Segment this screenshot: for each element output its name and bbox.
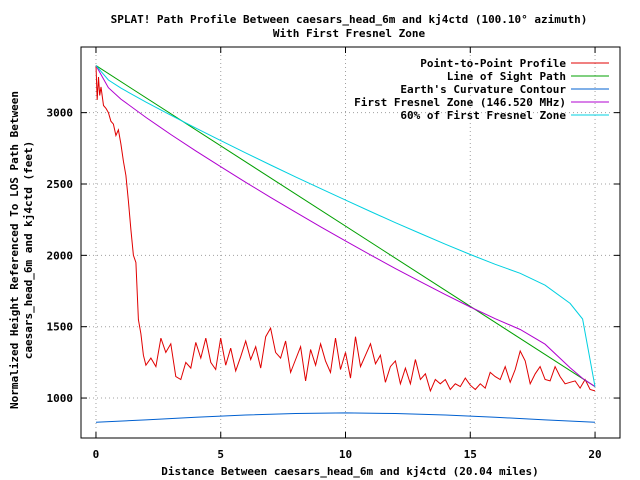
y-tick-label: 2000 <box>47 249 74 262</box>
x-tick-label: 0 <box>93 448 100 461</box>
y-axis-label-line2: caesars_head_6m and kj4ctd (feet) <box>22 141 35 360</box>
legend-label: 60% of First Fresnel Zone <box>400 109 566 122</box>
y-tick-label: 2500 <box>47 178 74 191</box>
legend-label: Point-to-Point Profile <box>420 57 566 70</box>
x-tick-label: 5 <box>217 448 224 461</box>
x-axis-label: Distance Between caesars_head_6m and kj4… <box>161 465 539 478</box>
plot-frame <box>80 46 621 439</box>
x-tick-label: 20 <box>588 448 601 461</box>
legend-label: Earth's Curvature Contour <box>400 83 566 96</box>
chart-subtitle: With First Fresnel Zone <box>273 27 426 40</box>
y-tick-label: 1000 <box>47 392 74 405</box>
chart-title: SPLAT! Path Profile Between caesars_head… <box>111 13 588 26</box>
y-tick-label: 3000 <box>47 107 74 120</box>
y-axis-label-line1: Normalized Height Referenced To LOS Path… <box>8 91 21 409</box>
axis-ticks: 0 5 10 15 20 1000 1500 2000 2500 3000 <box>47 47 620 461</box>
y-tick-label: 1500 <box>47 321 74 334</box>
legend-label: Line of Sight Path <box>447 70 566 83</box>
series-first-fresnel-zone-146-520-mhz <box>95 65 596 388</box>
plot-area <box>95 65 596 423</box>
x-tick-label: 10 <box>339 448 352 461</box>
series-earth-s-curvature-contour <box>95 412 596 423</box>
series-60-of-first-fresnel-zone <box>95 65 596 387</box>
legend-label: First Fresnel Zone (146.520 MHz) <box>354 96 566 109</box>
x-tick-label: 15 <box>464 448 477 461</box>
series-point-to-point-profile <box>95 65 596 393</box>
